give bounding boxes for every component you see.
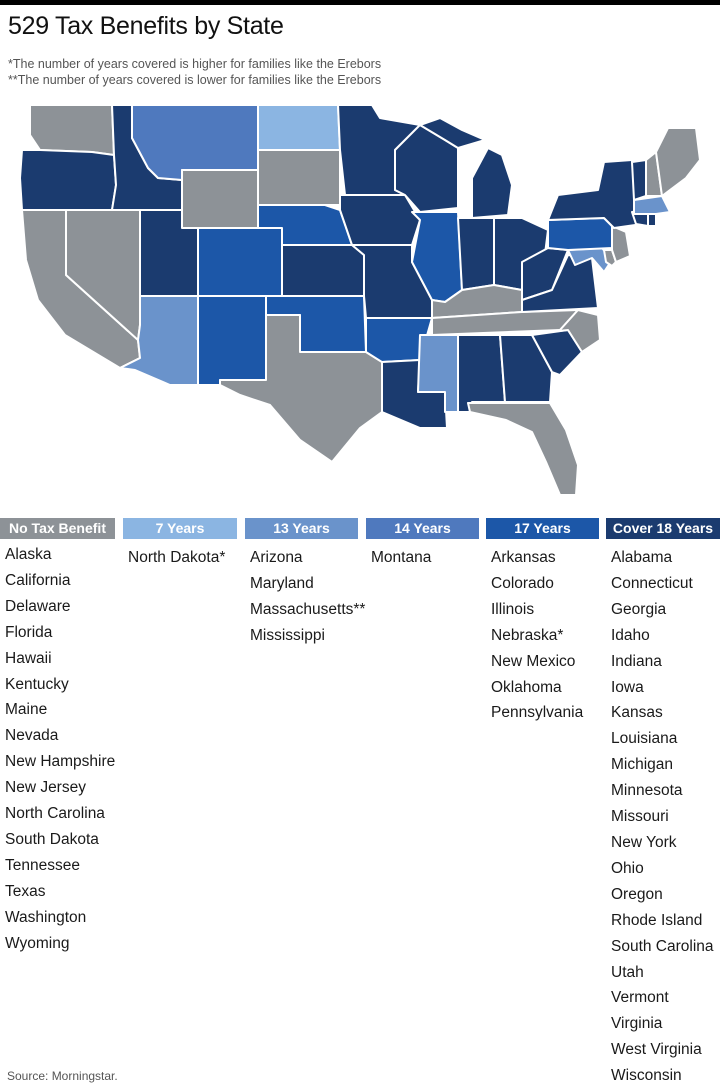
- state-south-dakota: [257, 149, 341, 206]
- legend-table: No Tax Benefit Alaska California Delaware F…: [0, 518, 720, 1084]
- page-title: 529 Tax Benefits by State: [8, 12, 284, 40]
- state-new-york: [547, 159, 643, 229]
- state-name: New Hampshire: [5, 753, 116, 771]
- state-name: Oregon: [611, 885, 663, 903]
- state-name: Vermont: [611, 989, 669, 1007]
- state-name: Maryland: [250, 574, 314, 592]
- state-name: Tennessee: [5, 856, 80, 874]
- state-oregon: [19, 149, 117, 211]
- state-name: Washington: [5, 908, 87, 926]
- state-name: Michigan: [611, 756, 674, 774]
- state-west-virginia: [521, 247, 569, 301]
- state-name: South Carolina: [611, 937, 714, 955]
- state-name: Pennsylvania: [491, 704, 584, 722]
- state-name: Maine: [5, 701, 48, 719]
- state-north-dakota: [257, 104, 341, 151]
- state-list: Arkansas Colorado Illinois Nebraska* New Mex…: [486, 539, 599, 726]
- state-name: Louisiana: [611, 730, 678, 748]
- state-wyoming: [181, 169, 259, 229]
- category-header: Cover 18 Years: [606, 518, 720, 539]
- state-north-carolina: [521, 309, 601, 353]
- state-name: Alaska: [5, 546, 52, 563]
- state-name: Massachusetts**: [250, 600, 366, 618]
- state-name: Utah: [611, 963, 644, 981]
- state-name: Idaho: [611, 626, 650, 644]
- state-iowa: [339, 194, 421, 246]
- state-name: Wyoming: [5, 934, 70, 952]
- category-7-years: 7 Years North Dakota*: [123, 518, 237, 571]
- state-name: Virginia: [611, 1015, 663, 1033]
- state-name: Wisconsin: [611, 1067, 682, 1085]
- footnote-higher: *The number of years covered is higher f…: [8, 57, 382, 71]
- category-header: 13 Years: [245, 518, 358, 539]
- state-name: Arizona: [250, 549, 303, 566]
- state-list: Alaska California Delaware Florida Hawaii Ken…: [0, 539, 115, 957]
- state-name: New York: [611, 833, 677, 851]
- state-washington: [29, 104, 115, 156]
- state-name: South Dakota: [5, 830, 99, 848]
- state-name: Rhode Island: [611, 911, 703, 929]
- category-header: 17 Years: [486, 518, 599, 539]
- state-list: Arizona Maryland Massachusetts** Mississipp…: [245, 539, 366, 649]
- state-florida: [467, 402, 579, 496]
- source-credit: Source: Morningstar.: [7, 1069, 118, 1083]
- category-14-years: 14 Years Montana: [366, 518, 479, 571]
- state-maine: [655, 127, 701, 197]
- state-name: Arkansas: [491, 549, 556, 566]
- state-new-mexico: [197, 295, 267, 386]
- state-name: Kentucky: [5, 675, 69, 693]
- category-17-years: 17 Years Arkansas Colorado Illinois Nebrask…: [486, 518, 599, 726]
- state-name: Nebraska*: [491, 626, 564, 644]
- state-name: Alabama: [611, 549, 673, 566]
- state-name: Florida: [5, 623, 53, 641]
- state-name: Connecticut: [611, 574, 693, 592]
- state-name: Delaware: [5, 597, 71, 615]
- us-state-map: [19, 104, 701, 496]
- state-name: Mississippi: [250, 626, 325, 644]
- state-name: Texas: [5, 882, 46, 900]
- category-header: No Tax Benefit: [0, 518, 115, 539]
- state-name: Georgia: [611, 600, 667, 618]
- state-name: Hawaii: [5, 649, 52, 667]
- state-montana: [131, 104, 259, 181]
- state-name: West Virginia: [611, 1041, 702, 1059]
- state-list: Alabama Connecticut Georgia Idaho Indiana Iow…: [606, 539, 720, 1089]
- state-texas: [219, 314, 383, 463]
- state-name: Ohio: [611, 859, 644, 877]
- category-13-years: 13 Years Arizona Maryland Massachusetts** M…: [245, 518, 366, 649]
- state-name: North Dakota*: [128, 549, 226, 566]
- footnote-lower: **The number of years covered is lower f…: [8, 73, 382, 87]
- category-header: 14 Years: [366, 518, 479, 539]
- state-new-jersey: [611, 225, 631, 263]
- state-name: Missouri: [611, 808, 669, 826]
- state-pennsylvania: [547, 217, 615, 251]
- state-name: New Jersey: [5, 779, 86, 797]
- state-name: Kansas: [611, 704, 663, 722]
- state-michigan-up: [419, 117, 486, 149]
- state-list: North Dakota*: [123, 539, 237, 571]
- state-name: Oklahoma: [491, 678, 562, 696]
- state-name: Illinois: [491, 600, 535, 618]
- category-no-tax-benefit: No Tax Benefit Alaska California Delaware F…: [0, 518, 115, 957]
- state-name: North Carolina: [5, 805, 105, 823]
- state-name: California: [5, 571, 71, 589]
- state-name: New Mexico: [491, 652, 576, 670]
- state-alabama: [457, 334, 506, 413]
- category-header: 7 Years: [123, 518, 237, 539]
- state-name: Indiana: [611, 652, 662, 670]
- category-18-years: Cover 18 Years Alabama Connecticut Georgia…: [606, 518, 720, 1089]
- state-name: Montana: [371, 549, 432, 566]
- state-name: Colorado: [491, 574, 554, 592]
- state-name: Nevada: [5, 727, 59, 745]
- state-indiana: [457, 217, 495, 291]
- state-kansas: [281, 244, 365, 297]
- state-vermont: [631, 159, 647, 201]
- top-rule: [0, 0, 720, 5]
- state-list: Montana: [366, 539, 479, 571]
- state-colorado: [197, 227, 283, 297]
- state-name: Minnesota: [611, 782, 683, 800]
- state-michigan: [471, 147, 513, 219]
- state-name: Iowa: [611, 678, 644, 696]
